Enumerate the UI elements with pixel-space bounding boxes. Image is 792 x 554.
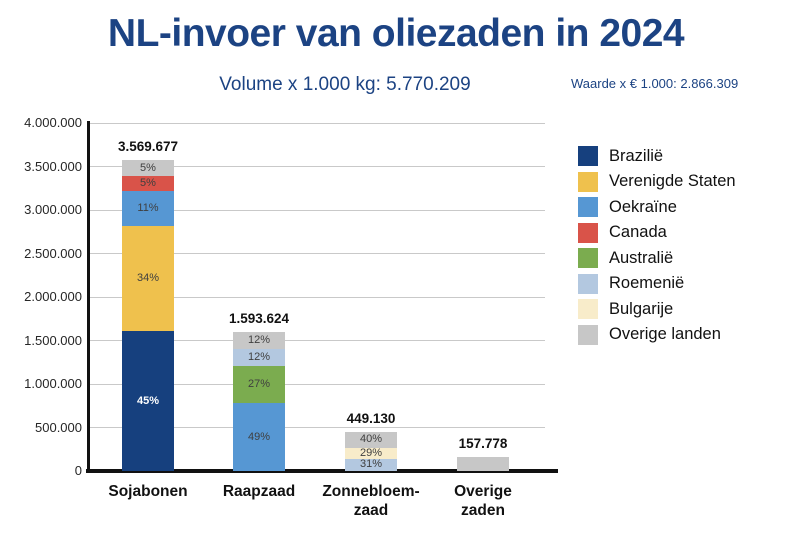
y-tick-label: 500.000: [35, 419, 82, 435]
y-tick-label: 2.500.000: [24, 245, 82, 261]
bar-total-label: 1.593.624: [228, 311, 290, 327]
legend-item: Bulgarije: [578, 299, 736, 319]
bar-segment: 11%: [122, 191, 174, 226]
legend-item: Roemenië: [578, 273, 736, 294]
legend-swatch: [578, 146, 598, 166]
bar-segment: 31%: [345, 458, 397, 471]
gridline: [90, 122, 545, 124]
legend-label: Verenigde Staten: [609, 172, 736, 190]
legend-swatch: [578, 273, 598, 294]
chart-note-waarde: Waarde x € 1.000: 2.866.309: [571, 76, 739, 91]
gridline: [90, 296, 545, 298]
gridline: [90, 166, 545, 167]
legend-label: Overige landen: [609, 325, 721, 343]
legend-swatch: [578, 171, 598, 192]
bar-segment-pct-label: 29%: [359, 446, 383, 459]
bar-segment: 5%: [122, 175, 174, 192]
legend-label: Brazilië: [609, 146, 664, 165]
bar-segment: 34%: [122, 225, 174, 332]
bar-segment-pct-label: 12%: [247, 334, 271, 347]
stacked-bar: 49% 27% 12% 12%: [233, 332, 285, 471]
bar-segment: [457, 457, 509, 471]
bar-segment: 5%: [122, 160, 174, 176]
legend-item: Overige landen: [578, 324, 736, 345]
y-axis-line: [87, 121, 90, 471]
bar-segment-pct-label: 11%: [137, 202, 159, 215]
y-tick-label: 2.000.000: [24, 289, 82, 304]
legend-swatch: [578, 197, 598, 217]
bar-segment: 12%: [233, 349, 285, 366]
legend-label: Roemenië: [609, 274, 685, 292]
stacked-bar: [457, 457, 509, 471]
legend-item: Verenigde Staten: [578, 171, 736, 192]
bar-segment-pct-label: 5%: [140, 161, 156, 174]
gridline: [90, 383, 545, 385]
legend-item: Canada: [578, 222, 736, 243]
bar-segment: 27%: [233, 365, 285, 404]
legend-item: Australië: [578, 248, 736, 268]
bar-segment: 40%: [345, 431, 397, 448]
gridline: [90, 253, 545, 254]
legend-swatch: [578, 324, 598, 345]
bar-segment: 49%: [233, 403, 285, 471]
x-category-label: Raapzaad: [222, 483, 296, 500]
gridline: [90, 427, 545, 428]
gridline: [90, 209, 545, 211]
y-tick-label: 1.000.000: [24, 376, 82, 391]
bar-segment-pct-label: 40%: [359, 433, 383, 446]
x-category-label: Sojabonen: [108, 483, 188, 500]
bar-segment: 45%: [122, 331, 174, 471]
gridline: [90, 340, 545, 341]
page-title: NL-invoer van oliezaden in 2024: [107, 12, 685, 55]
bar-segment-pct-label: 5%: [140, 177, 156, 190]
legend-item: Oekraïne: [578, 197, 736, 217]
bar-total-label: 3.569.677: [117, 139, 179, 155]
y-tick-label: 3.000.000: [24, 202, 82, 217]
bar-segment-pct-label: 34%: [136, 271, 160, 284]
bar-total-label: 449.130: [346, 410, 396, 426]
chart-subtitle-volume: Volume x 1.000 kg: 5.770.209: [219, 74, 471, 95]
stacked-bar: 31% 29% 40%: [345, 431, 397, 471]
legend-label: Canada: [609, 223, 667, 241]
chart-legend: Brazilië Verenigde Staten Oekraïne Canada Au…: [578, 146, 736, 345]
bar-segment-pct-label: 31%: [359, 458, 383, 471]
legend-swatch: [578, 299, 598, 319]
y-tick-label: 4.000.000: [24, 115, 82, 130]
y-tick-label: 0: [74, 463, 82, 478]
legend-swatch: [578, 248, 598, 268]
bar-total-label: 157.778: [458, 436, 508, 452]
bar-segment-pct-label: 27%: [247, 377, 271, 390]
bar-segment-pct-label: 12%: [247, 350, 271, 363]
legend-label: Australië: [609, 248, 674, 267]
x-category-label: Overige zaden: [454, 483, 512, 520]
legend-label: Oekraïne: [609, 197, 677, 216]
bar-segment: 29%: [345, 446, 397, 459]
y-tick-label: 1.500.000: [24, 332, 82, 348]
stacked-bar: 45% 34% 11% 5% 5%: [122, 160, 174, 471]
bar-segment-pct-label: 49%: [247, 430, 271, 443]
y-tick-label: 3.500.000: [24, 158, 82, 174]
bar-segment: 12%: [233, 332, 285, 349]
legend-item: Brazilië: [578, 146, 736, 166]
x-category-label: Zonnebloem- zaad: [322, 483, 420, 520]
x-axis-line: [86, 469, 558, 473]
legend-swatch: [578, 222, 598, 243]
bar-segment-pct-label: 45%: [136, 394, 160, 407]
legend-label: Bulgarije: [609, 299, 674, 318]
